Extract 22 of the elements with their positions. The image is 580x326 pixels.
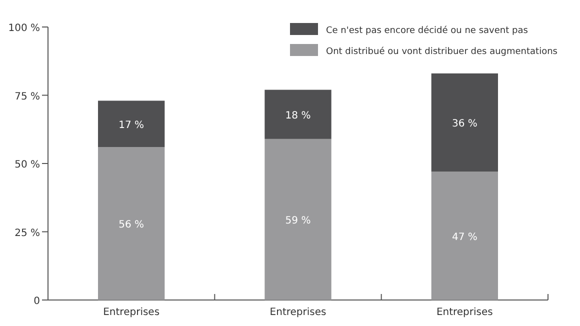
y-tick-label: 50 % [14, 160, 40, 170]
y-tick-label: 0 [34, 296, 40, 307]
data-label: 47 % [452, 232, 478, 243]
bar [264, 138, 332, 300]
bar [264, 90, 332, 139]
x-tick-label: Entreprises [436, 307, 493, 318]
data-label: 18 % [285, 110, 311, 122]
y-tick-label: 75 % [14, 91, 40, 102]
bar [98, 147, 165, 300]
x-tick-label: Entreprises [103, 307, 160, 318]
bar [431, 73, 498, 172]
data-label: 59 % [285, 215, 311, 226]
y-tick-label: 25 % [14, 228, 40, 239]
bar [431, 172, 498, 300]
y-tick-label: 100 % [8, 23, 40, 34]
data-label: 17 % [118, 120, 144, 131]
bar [98, 100, 165, 148]
legend-label: Ce n'est pas encore décidé ou ne savent pas [326, 25, 528, 36]
data-label: 56 % [118, 220, 144, 231]
legend-label: Ont distribué ou vont distribuer des augmentations [326, 46, 558, 57]
data-label: 36 % [452, 118, 478, 130]
x-tick-label: Entreprises [270, 307, 326, 318]
